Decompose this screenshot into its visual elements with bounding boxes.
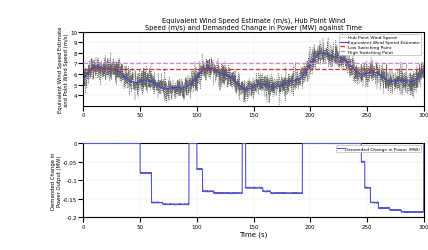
Legend: Demanded Change in Power (MW): Demanded Change in Power (MW) (336, 146, 422, 152)
Equivalent Wind Speed Estimate (244, 88, 249, 92)
Demanded Change in Power (MW) (226, 192, 231, 195)
Equivalent Wind Speed Estimate (120, 74, 125, 76)
Equivalent Wind Speed Estimate (415, 78, 420, 80)
High Switching Point (81, 63, 86, 66)
Hub Point Wind Speed (415, 78, 420, 80)
Line: Hub Point Wind Speed: Hub Point Wind Speed (83, 38, 424, 105)
Y-axis label: Demanded Change in
Power Output (MW): Demanded Change in Power Output (MW) (51, 152, 62, 209)
Demanded Change in Power (MW) (211, 192, 217, 195)
Equivalent Wind Speed Estimate (140, 80, 145, 83)
Equivalent Wind Speed Estimate (421, 70, 426, 73)
Hub Point Wind Speed (276, 104, 282, 107)
Title: Equivalent Wind Speed Estimate (m/s), Hub Point Wind
Speed (m/s) and Demanded Ch: Equivalent Wind Speed Estimate (m/s), Hu… (145, 17, 362, 31)
Hub Point Wind Speed (120, 80, 125, 82)
Demanded Change in Power (MW) (336, 142, 341, 144)
Equivalent Wind Speed Estimate (81, 78, 86, 81)
Equivalent Wind Speed Estimate (226, 75, 231, 78)
Equivalent Wind Speed Estimate (211, 69, 217, 72)
Demanded Change in Power (MW) (140, 172, 145, 175)
Hub Point Wind Speed (140, 77, 145, 80)
Equivalent Wind Speed Estimate (320, 52, 325, 56)
Hub Point Wind Speed (226, 63, 231, 66)
Line: Equivalent Wind Speed Estimate: Equivalent Wind Speed Estimate (83, 54, 424, 90)
Low Switching Point (82, 68, 87, 71)
Demanded Change in Power (MW) (120, 142, 125, 145)
Demanded Change in Power (MW) (421, 142, 426, 145)
Hub Point Wind Speed (211, 70, 217, 72)
Y-axis label: Equivalent Wind Speed Estimate
and Point Wind Speed (m/s): Equivalent Wind Speed Estimate and Point… (58, 26, 69, 112)
X-axis label: Time (s): Time (s) (239, 230, 268, 236)
Hub Point Wind Speed (421, 76, 426, 80)
Hub Point Wind Speed (326, 37, 331, 40)
Hub Point Wind Speed (378, 76, 383, 79)
Legend: Hub Point Wind Speed, Equivalent Wind Speed Estimate, Low Switching Point, High : Hub Point Wind Speed, Equivalent Wind Sp… (339, 35, 422, 56)
Line: Demanded Change in Power (MW): Demanded Change in Power (MW) (83, 143, 424, 212)
Demanded Change in Power (MW) (407, 211, 413, 214)
Hub Point Wind Speed (81, 89, 86, 92)
Equivalent Wind Speed Estimate (378, 75, 383, 78)
High Switching Point (82, 63, 87, 66)
Demanded Change in Power (MW) (81, 142, 86, 145)
Demanded Change in Power (MW) (378, 206, 383, 210)
Demanded Change in Power (MW) (415, 210, 420, 214)
Low Switching Point (81, 68, 86, 71)
